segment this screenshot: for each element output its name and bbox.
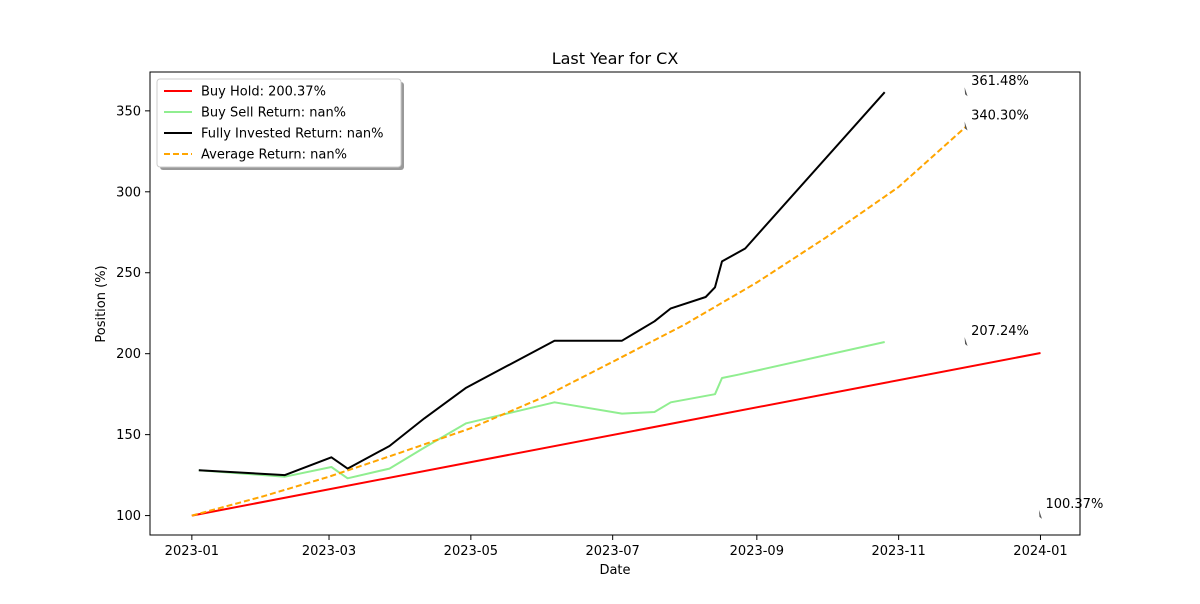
series-line-fully-invested-return <box>198 91 886 477</box>
annotation-label: 340.30% <box>971 109 1029 124</box>
tick-layer: 2023-01 2023-03 2023-05 2023-07 2023-09 2023-… <box>116 104 1067 559</box>
legend-entry: Buy Sell Return: nan% <box>201 106 346 121</box>
annotation-pointer <box>964 337 968 347</box>
series-line-buy-hold <box>191 352 1041 517</box>
series-line-buy-sell-return <box>198 341 885 480</box>
x-tick-label: 2023-11 <box>871 544 925 559</box>
y-tick-label: 100 <box>116 509 141 524</box>
x-tick-label: 2023-07 <box>586 544 640 559</box>
x-tick-label: 2023-03 <box>302 544 356 559</box>
x-tick-label: 2023-09 <box>730 544 784 559</box>
annotation-label: 361.48% <box>971 74 1029 89</box>
y-axis-label: Position (%) <box>94 265 109 342</box>
chart-title: Last Year for CX <box>552 49 679 68</box>
annotation-pointer <box>1038 509 1042 519</box>
annotation-label: 207.24% <box>971 324 1029 339</box>
x-tick-label: 2023-05 <box>444 544 498 559</box>
annotation-label: 100.37% <box>1045 497 1103 512</box>
plot-frame <box>149 71 1081 536</box>
y-tick-label: 350 <box>116 104 141 119</box>
x-tick-label: 2024-01 <box>1013 544 1067 559</box>
annotation-pointer <box>964 87 968 97</box>
legend-entry: Fully Invested Return: nan% <box>201 127 384 142</box>
y-tick-label: 150 <box>116 428 141 443</box>
series-line-average-return <box>191 125 967 517</box>
x-axis-label: Date <box>599 563 630 578</box>
legend-entry: Average Return: nan% <box>201 148 347 163</box>
annotation-layer: 361.48% 340.30% 207.24% 100.37% <box>964 74 1103 519</box>
series-layer <box>191 91 1041 517</box>
y-tick-label: 250 <box>116 266 141 281</box>
y-tick-label: 300 <box>116 185 141 200</box>
legend-entry: Buy Hold: 200.37% <box>201 85 326 100</box>
legend-box <box>156 78 402 168</box>
legend: Buy Hold: 200.37% Buy Sell Return: nan% Fu… <box>156 78 404 170</box>
x-tick-label: 2023-01 <box>165 544 219 559</box>
y-tick-label: 200 <box>116 347 141 362</box>
annotation-pointer <box>964 121 968 131</box>
